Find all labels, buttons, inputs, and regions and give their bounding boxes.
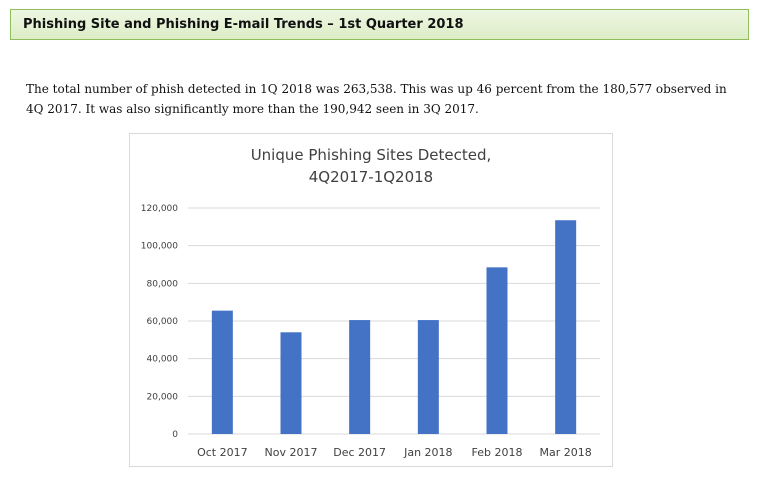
bar [486,267,508,434]
x-tick-label: Oct 2017 [197,446,248,459]
y-tick-label: 80,000 [147,279,179,289]
chart-title-line-1: Unique Phishing Sites Detected, [250,146,492,164]
x-tick-label: Mar 2018 [540,446,592,459]
bar [280,332,302,434]
section-title: Phishing Site and Phishing E-mail Trends… [23,17,464,32]
x-tick-label: Dec 2017 [333,446,386,459]
y-tick-label: 120,000 [141,204,178,214]
gridlines [188,207,600,435]
chart-container: Unique Phishing Sites Detected, 4Q2017-1… [129,133,613,467]
y-tick-label: 40,000 [147,355,179,365]
chart-title: Unique Phishing Sites Detected, 4Q2017-1… [130,144,612,188]
bar-chart: 020,00040,00060,00080,000100,000120,000 … [141,204,600,459]
x-tick-label: Feb 2018 [472,446,523,459]
intro-paragraph: The total number of phish detected in 1Q… [26,82,727,116]
bar [417,320,439,434]
section-header: Phishing Site and Phishing E-mail Trends… [10,9,749,40]
chart-title-line-2: 4Q2017-1Q2018 [308,168,434,186]
x-axis-ticks: Oct 2017 Nov 2017 Dec 2017 Jan 2018 Feb 2018… [197,446,592,459]
x-tick-label: Jan 2018 [403,446,452,459]
bar [349,320,371,434]
y-tick-label: 0 [172,430,178,440]
y-tick-label: 20,000 [147,392,179,402]
y-tick-label: 60,000 [147,317,179,327]
y-tick-label: 100,000 [141,242,178,252]
bar [211,310,233,434]
y-axis-ticks: 0 20,000 40,000 60,000 80,000 100,000 120,000 [141,204,178,440]
bar [555,220,577,434]
bars [211,220,577,434]
x-tick-label: Nov 2017 [265,446,318,459]
